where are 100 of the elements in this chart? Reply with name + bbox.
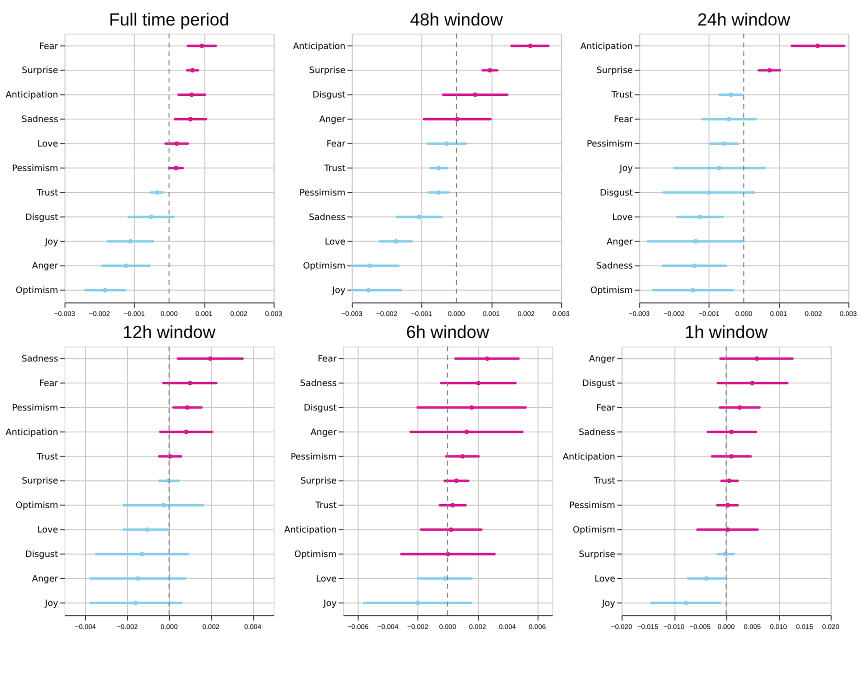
point [692,263,697,268]
y-tick-label: Joy [331,286,346,296]
y-tick-label: Optimism [16,286,58,296]
point [161,502,166,508]
y-tick-label: Trust [36,452,59,462]
point [416,214,422,220]
point [415,600,420,606]
point [174,141,180,146]
y-tick-label: Surprise [22,476,58,487]
y-tick-label: Joy [618,164,633,174]
point [690,288,696,292]
y-tick-label: Optimism [572,526,616,536]
point [174,166,178,170]
y-tick-label: Pessimism [12,164,58,174]
y-tick-label: Optimism [302,262,346,272]
y-tick-label: Surprise [300,476,337,487]
point [472,92,478,98]
y-tick-label: Disgust [600,188,634,198]
point [728,92,734,98]
point [737,405,742,410]
y-tick-label: Love [594,574,616,584]
point [750,380,755,386]
point [454,478,459,484]
point [754,356,760,361]
point [469,405,474,410]
y-tick-label: Anticipation [6,90,58,101]
point [725,527,730,532]
y-tick-label: Fear [326,140,346,150]
point [188,380,192,386]
point [815,44,820,48]
y-tick-label: Love [316,574,337,584]
point [729,454,734,459]
point [454,116,460,122]
point [693,239,698,244]
y-tick-label: Anticipation [6,428,58,438]
y-tick-label: Love [37,526,58,536]
y-tick-label: Optimism [294,550,337,560]
y-tick-label: Disgust [25,550,59,560]
y-tick-label: Optimism [16,501,58,512]
y-tick-label: Anticipation [580,42,633,52]
point [154,190,160,195]
y-tick-label: Love [612,212,633,223]
point [102,288,108,292]
point [189,92,194,98]
y-tick-label: Trust [323,164,346,174]
y-tick-label: Sadness [300,378,338,389]
point [149,214,154,220]
point [488,68,492,73]
point [528,44,533,48]
y-tick-label: Surprise [578,550,616,560]
y-tick-label: Disgust [304,403,338,414]
y-tick-label: Disgust [312,90,346,101]
y-tick-label: Sadness [578,428,616,438]
point [444,141,449,146]
y-tick-label: Fear [614,115,634,126]
y-tick-label: Trust [610,90,634,101]
y-tick-label: Surprise [22,66,58,76]
point [722,141,727,146]
point [140,552,144,556]
point [368,263,372,268]
y-tick-label: Sadness [21,354,59,365]
point [366,288,371,292]
point [128,239,133,244]
y-tick-label: Optimism [590,286,633,296]
y-tick-label: Joy [44,598,58,609]
point [706,190,712,195]
y-tick-label: Joy [44,237,58,248]
y-tick-label: Fear [39,42,59,52]
point [436,166,441,170]
y-tick-label: Joy [601,598,616,609]
point [188,116,193,122]
point [767,68,772,73]
y-tick-label: Fear [596,403,616,414]
y-tick-label: Anger [319,115,346,126]
point [394,239,398,244]
y-tick-label: Anger [32,574,59,584]
y-tick-label: Anger [606,237,634,248]
point [698,214,702,220]
chart-title: 48h window [410,9,504,30]
y-tick-label: Trust [314,501,338,512]
y-tick-label: Fear [39,378,59,389]
point [476,380,481,386]
point [184,430,189,434]
point [684,600,688,606]
point [136,576,140,581]
y-tick-label: Pessimism [290,452,337,462]
y-tick-label: Anger [589,354,616,365]
y-tick-label: Anticipation [562,452,616,462]
point [448,527,454,532]
y-tick-label: Love [37,140,58,150]
point [144,527,150,532]
point [184,405,190,410]
y-tick-label: Surprise [596,66,633,76]
y-tick-label: Pessimism [586,140,633,150]
point [484,356,490,361]
y-tick-label: Fear [318,354,338,365]
y-tick-label: Love [324,237,346,248]
point [726,478,732,484]
point [726,116,732,122]
y-tick-label: Pessimism [569,501,616,512]
